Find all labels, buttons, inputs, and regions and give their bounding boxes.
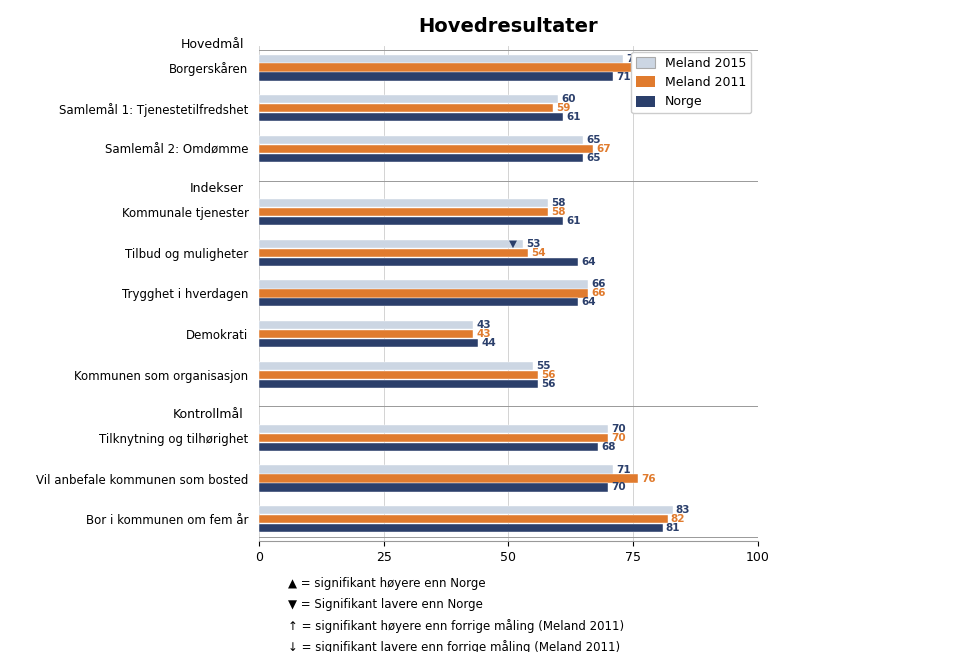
Bar (259, 199, 549, 207)
Text: 58: 58 (551, 198, 566, 208)
Text: 44: 44 (481, 338, 496, 348)
Bar (259, 248, 528, 257)
Bar (259, 321, 474, 329)
Bar (259, 280, 588, 289)
Bar (259, 113, 563, 121)
Bar (259, 104, 553, 112)
Legend: Meland 2015, Meland 2011, Norge: Meland 2015, Meland 2011, Norge (631, 52, 751, 113)
Text: 70: 70 (611, 424, 625, 434)
Text: 65: 65 (586, 153, 600, 163)
Text: ▼: ▼ (509, 239, 517, 249)
Text: 65: 65 (586, 135, 600, 145)
Bar (259, 330, 474, 338)
Text: 66: 66 (591, 280, 605, 289)
Text: 64: 64 (581, 257, 596, 267)
Text: 70: 70 (611, 482, 625, 492)
Bar (259, 475, 638, 482)
Bar (259, 240, 524, 248)
Text: 77: 77 (646, 63, 661, 72)
Text: 82: 82 (671, 514, 686, 524)
Text: 71: 71 (616, 72, 631, 82)
Text: 68: 68 (601, 442, 616, 452)
Text: 73: 73 (626, 53, 641, 64)
Bar (259, 483, 608, 492)
Bar (259, 154, 583, 162)
Text: 64: 64 (581, 297, 596, 307)
Bar (259, 370, 538, 379)
Bar (259, 515, 667, 524)
Bar (259, 63, 643, 72)
Bar (259, 145, 593, 153)
Bar (259, 55, 623, 63)
Text: 43: 43 (477, 329, 491, 339)
Text: Kontrollmål: Kontrollmål (174, 408, 244, 421)
Text: Indekser: Indekser (190, 183, 244, 196)
Bar (259, 208, 549, 216)
Bar (259, 289, 588, 297)
Bar (259, 258, 578, 266)
Text: 66: 66 (591, 288, 605, 299)
Text: Hovedmål: Hovedmål (180, 38, 244, 51)
Text: 55: 55 (536, 361, 550, 371)
Bar (259, 362, 533, 370)
Text: ↓ = signifikant lavere enn forrige måling (Meland 2011): ↓ = signifikant lavere enn forrige målin… (288, 640, 620, 652)
Title: Hovedresultater: Hovedresultater (418, 17, 598, 36)
Bar (259, 379, 538, 388)
Text: 56: 56 (541, 370, 555, 379)
Text: 59: 59 (556, 103, 571, 113)
Bar (259, 298, 578, 306)
Text: 53: 53 (526, 239, 541, 249)
Text: ↑ = signifikant høyere enn forrige måling (Meland 2011): ↑ = signifikant høyere enn forrige målin… (288, 619, 623, 632)
Text: 83: 83 (676, 505, 690, 515)
Text: 54: 54 (531, 248, 546, 258)
Text: 71: 71 (616, 465, 631, 475)
Bar (259, 443, 598, 451)
Bar (259, 506, 673, 514)
Bar (259, 466, 613, 473)
Bar (259, 339, 479, 347)
Text: 81: 81 (666, 523, 680, 533)
Bar (259, 524, 663, 532)
Text: 56: 56 (541, 379, 555, 389)
Bar (259, 95, 558, 104)
Text: 61: 61 (566, 112, 580, 122)
Text: ▲ = signifikant høyere enn Norge: ▲ = signifikant høyere enn Norge (288, 577, 485, 590)
Text: ▼ = Signifikant lavere enn Norge: ▼ = Signifikant lavere enn Norge (288, 598, 482, 611)
Text: 67: 67 (596, 144, 611, 154)
Text: 76: 76 (641, 473, 656, 484)
Bar (259, 72, 613, 81)
Text: 70: 70 (611, 433, 625, 443)
Text: 43: 43 (477, 320, 491, 330)
Text: 58: 58 (551, 207, 566, 217)
Bar (259, 424, 608, 433)
Bar (259, 434, 608, 442)
Text: 60: 60 (561, 95, 575, 104)
Bar (259, 217, 563, 225)
Text: 61: 61 (566, 216, 580, 226)
Bar (259, 136, 583, 144)
